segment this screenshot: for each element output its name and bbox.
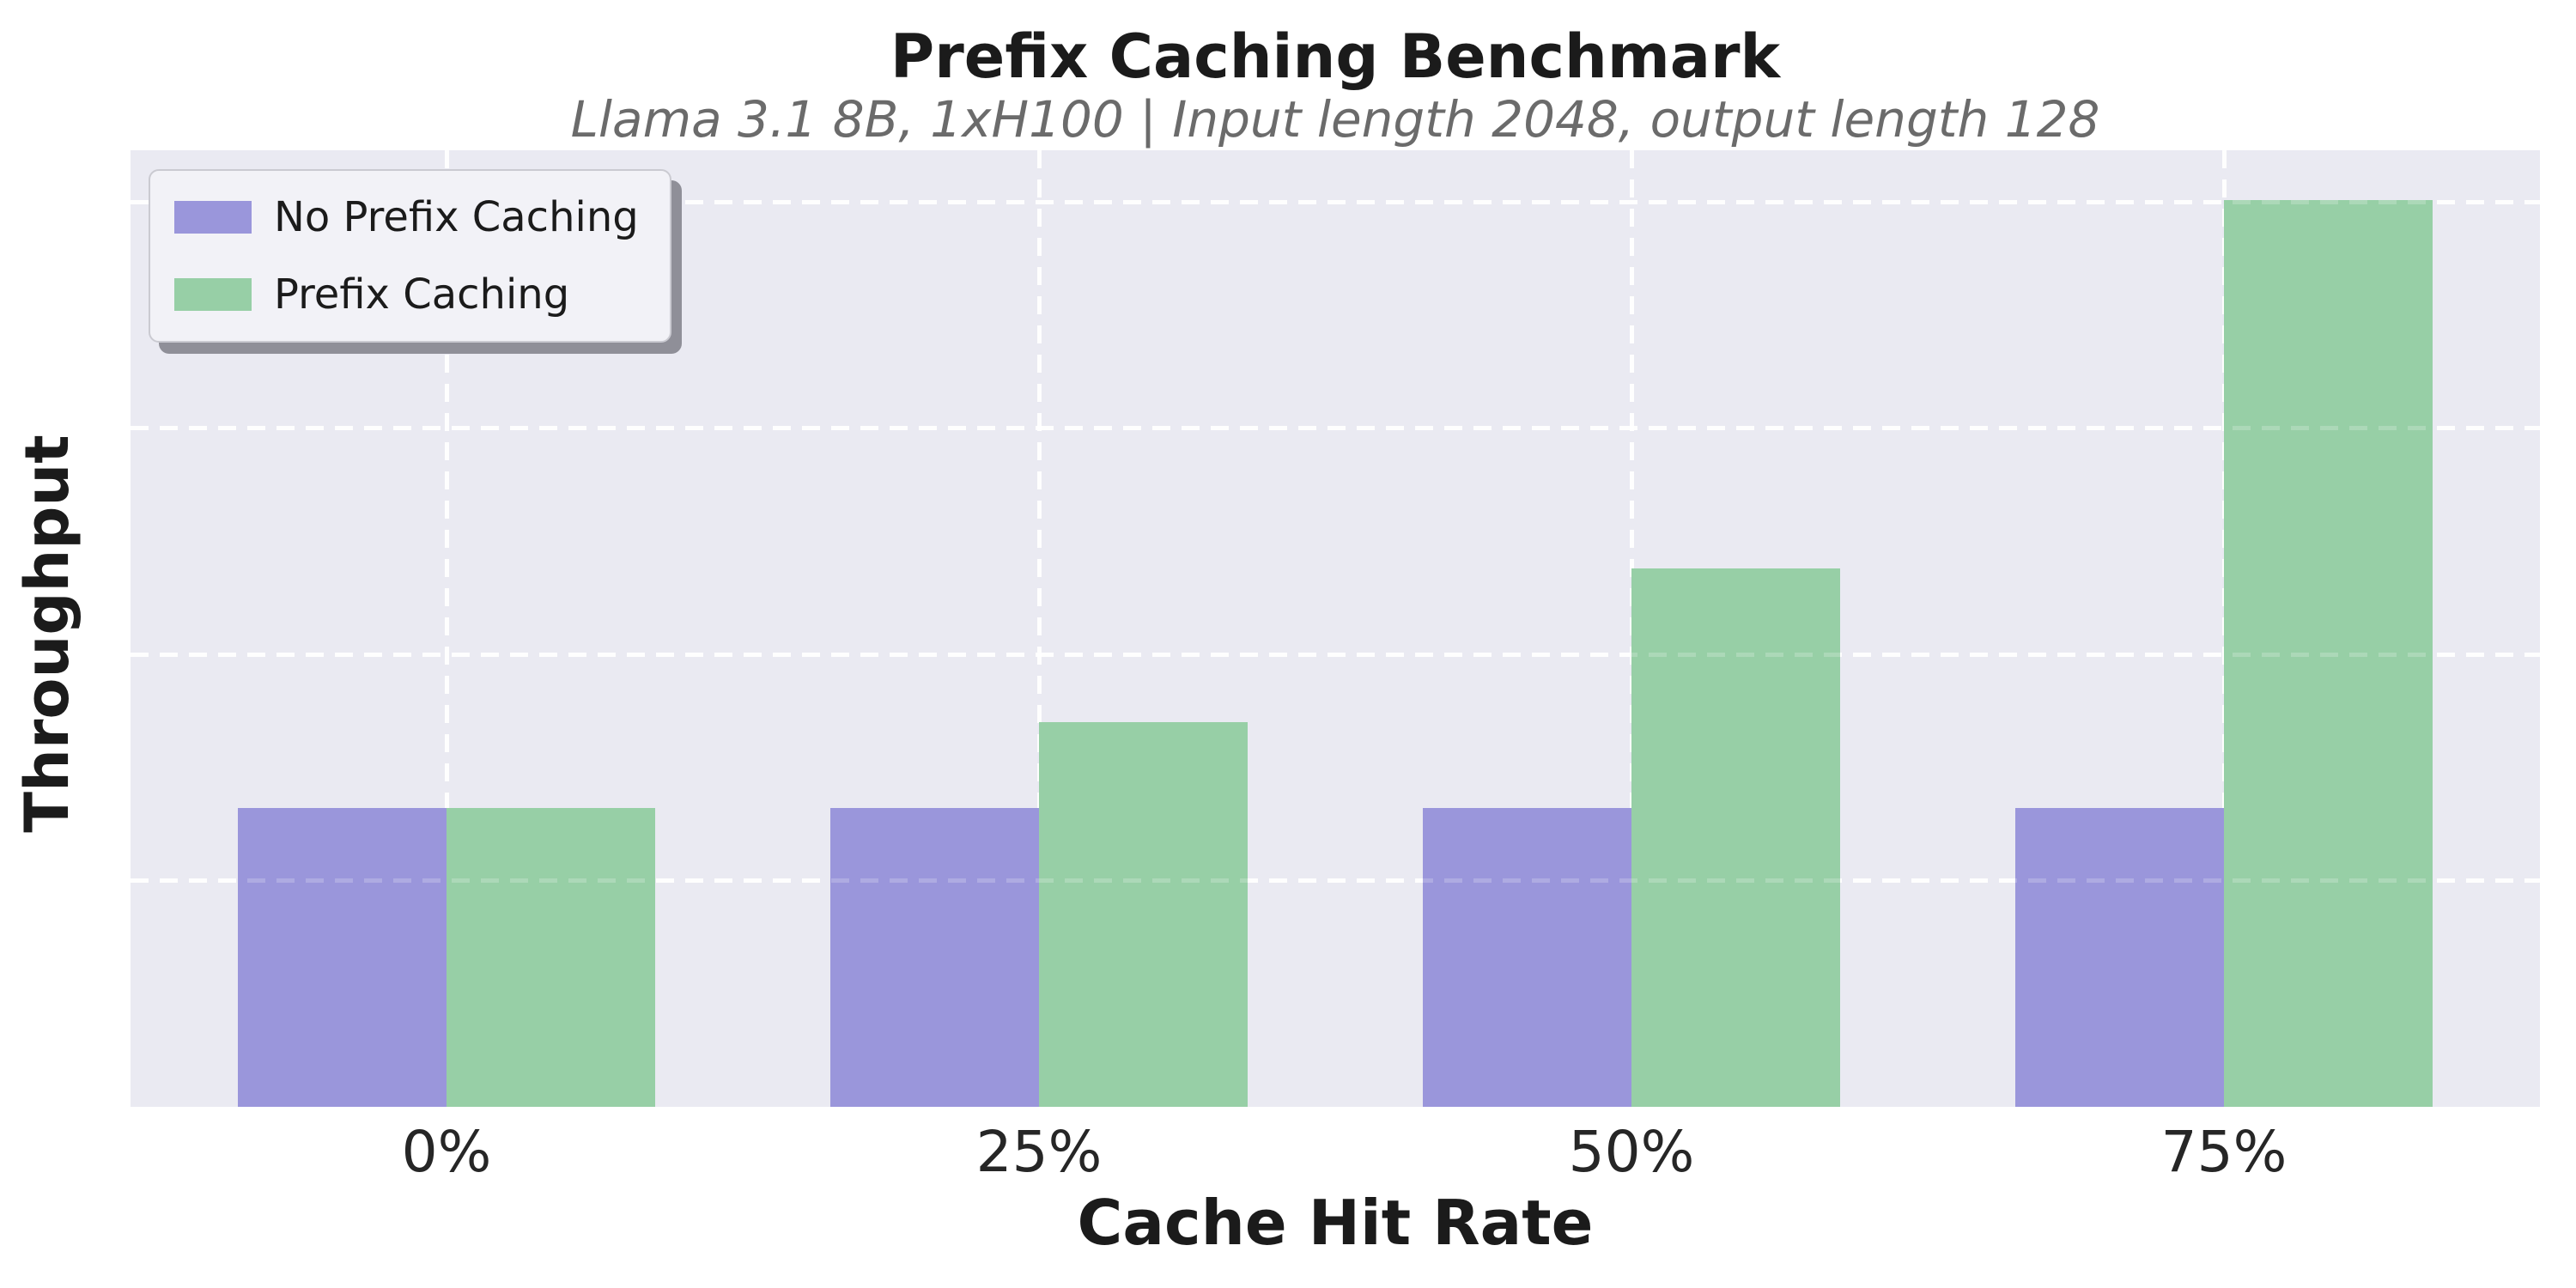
x-tick-label-0%: 0% xyxy=(401,1119,492,1185)
legend-label: No Prefix Caching xyxy=(274,193,639,241)
horizontal-gridline-overlay xyxy=(131,652,2540,657)
legend-item: Prefix Caching xyxy=(174,270,639,319)
legend-swatch xyxy=(174,278,252,311)
horizontal-gridline xyxy=(131,426,2540,431)
x-tick-label-75%: 75% xyxy=(2160,1119,2287,1185)
legend-item: No Prefix Caching xyxy=(174,193,639,241)
bar-no-prefix-caching-75% xyxy=(2015,808,2224,1107)
chart-subtitle: Llama 3.1 8B, 1xH100 | Input length 2048… xyxy=(570,90,2100,149)
bar-prefix-caching-50% xyxy=(1631,568,1840,1107)
bar-prefix-caching-0% xyxy=(447,808,655,1107)
x-tick-label-50%: 50% xyxy=(1568,1119,1695,1185)
horizontal-gridline-overlay xyxy=(131,200,2540,205)
vertical-gridline xyxy=(444,150,449,1107)
legend: No Prefix Caching Prefix Caching xyxy=(149,169,671,343)
horizontal-gridline xyxy=(131,200,2540,205)
horizontal-gridline xyxy=(131,652,2540,657)
bar-prefix-caching-75% xyxy=(2224,200,2433,1107)
x-tick-label-25%: 25% xyxy=(975,1119,1103,1185)
y-axis-label: Throughput xyxy=(12,434,82,833)
bar-no-prefix-caching-25% xyxy=(830,808,1039,1107)
bar-prefix-caching-25% xyxy=(1039,722,1248,1107)
horizontal-gridline-overlay xyxy=(131,878,2540,884)
bar-no-prefix-caching-0% xyxy=(238,808,447,1107)
bar-no-prefix-caching-50% xyxy=(1423,808,1631,1107)
chart-title: Prefix Caching Benchmark xyxy=(890,21,1781,92)
horizontal-gridline xyxy=(131,878,2540,884)
vertical-gridline xyxy=(1036,150,1042,1107)
legend-label: Prefix Caching xyxy=(274,270,570,319)
horizontal-gridline-overlay xyxy=(131,426,2540,431)
plot-area xyxy=(131,150,2540,1107)
x-axis-label: Cache Hit Rate xyxy=(1077,1187,1594,1259)
legend-swatch xyxy=(174,201,252,234)
